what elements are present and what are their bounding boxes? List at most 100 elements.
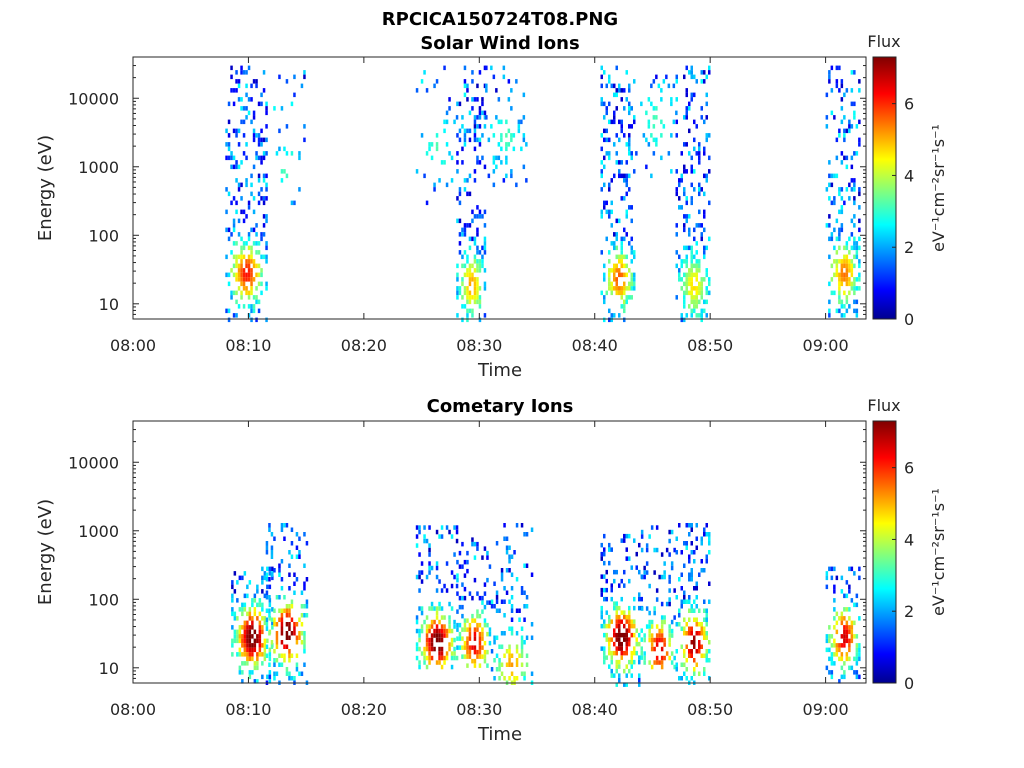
spectrogram-cell xyxy=(283,608,286,613)
spectrogram-cell xyxy=(603,272,606,278)
spectrogram-cell xyxy=(230,268,233,273)
spectrogram-cell xyxy=(605,151,608,156)
spectrogram-cell xyxy=(608,664,611,669)
spectrogram-cell xyxy=(853,286,856,291)
spectrogram-cell xyxy=(275,644,279,649)
spectrogram-cell xyxy=(500,577,504,582)
spectrogram-cell xyxy=(703,568,706,573)
spectrogram-cell xyxy=(448,642,451,647)
spectrogram-cell xyxy=(473,241,477,246)
spectrogram-cell xyxy=(255,155,258,161)
spectrogram-cell xyxy=(241,652,244,657)
spectrogram-cell xyxy=(623,637,626,642)
spectrogram-cell xyxy=(705,617,708,622)
spectrogram-cell xyxy=(610,659,613,665)
spectrogram-cell xyxy=(523,604,526,609)
spectrogram-cell xyxy=(525,142,528,147)
spectrogram-cell xyxy=(268,679,272,684)
spectrogram-cell xyxy=(458,622,462,628)
spectrogram-cell xyxy=(232,88,236,93)
spectrogram-cell xyxy=(708,532,711,537)
spectrogram-cell xyxy=(605,596,608,602)
spectrogram-cell xyxy=(273,622,276,627)
spectrogram-cell xyxy=(843,629,846,635)
spectrogram-cell xyxy=(240,268,243,273)
spectrogram-cell xyxy=(640,646,643,651)
spectrogram-cell xyxy=(628,173,631,179)
spectrogram-cell xyxy=(483,654,487,659)
spectrogram-cell xyxy=(650,664,654,670)
spectrogram-cell xyxy=(481,97,484,102)
spectrogram-cell xyxy=(428,570,431,575)
spectrogram-cell xyxy=(703,308,706,314)
spectrogram-cell xyxy=(615,610,618,615)
spectrogram-cell xyxy=(250,227,253,233)
spectrogram-cell xyxy=(638,542,641,548)
spectrogram-cell xyxy=(850,245,854,251)
spectrogram-cell xyxy=(613,245,616,251)
spectrogram-cell xyxy=(858,277,861,282)
spectrogram-cell xyxy=(268,613,271,618)
spectrogram-cell xyxy=(258,652,262,657)
spectrogram-cell xyxy=(471,97,474,102)
spectrogram-cell xyxy=(850,286,854,291)
spectrogram-cell xyxy=(262,232,266,237)
spectrogram-cell xyxy=(670,561,674,566)
spectrogram-cell xyxy=(848,281,851,287)
spectrogram-cell xyxy=(693,559,696,564)
spectrogram-cell xyxy=(440,606,444,611)
spectrogram-cell xyxy=(615,151,618,156)
spectrogram-cell xyxy=(708,70,711,75)
spectrogram-cell xyxy=(242,277,246,282)
spectrogram-cell xyxy=(498,667,501,672)
spectrogram-cell xyxy=(275,671,279,676)
spectrogram-cell xyxy=(828,299,831,305)
spectrogram-cell xyxy=(473,541,477,547)
spectrogram-cell xyxy=(693,169,696,174)
spectrogram-cell xyxy=(700,187,703,192)
spectrogram-cell xyxy=(483,115,487,120)
spectrogram-cell xyxy=(703,254,706,260)
spectrogram-cell xyxy=(665,547,669,553)
spectrogram-cell xyxy=(830,236,834,242)
spectrogram-cell xyxy=(478,259,482,264)
spectrogram-cell xyxy=(705,532,708,537)
spectrogram-cell xyxy=(483,110,487,116)
spectrogram-cell xyxy=(481,631,484,637)
spectrogram-cell xyxy=(481,555,484,560)
spectrogram-cell xyxy=(295,635,299,640)
spectrogram-cell xyxy=(476,609,479,614)
spectrogram-cell xyxy=(290,554,294,559)
spectrogram-cell xyxy=(268,598,272,603)
spectrogram-cell xyxy=(235,254,238,260)
spectrogram-cell xyxy=(655,655,659,661)
spectrogram-cell xyxy=(633,254,636,260)
spectrogram-cell xyxy=(300,640,304,645)
spectrogram-cell xyxy=(825,92,829,98)
spectrogram-cell xyxy=(435,529,439,535)
spectrogram-cell xyxy=(468,191,472,197)
spectrogram-cell xyxy=(273,617,276,622)
spectrogram-cell xyxy=(623,254,626,260)
spectrogram-cell xyxy=(848,250,851,255)
spectrogram-cell xyxy=(530,527,534,532)
spectrogram-cell xyxy=(688,523,691,528)
spectrogram-cell xyxy=(463,142,467,147)
spectrogram-cell xyxy=(250,250,253,255)
spectrogram-cell xyxy=(461,582,464,587)
spectrogram-cell xyxy=(230,250,233,255)
spectrogram-cell xyxy=(698,290,701,296)
spectrogram-cell xyxy=(252,263,256,269)
spectrogram-cell xyxy=(610,655,613,660)
spectrogram-cell xyxy=(615,106,618,111)
spectrogram-cell xyxy=(678,254,681,260)
spectrogram-cell xyxy=(285,635,289,640)
spectrogram-cell xyxy=(843,313,846,318)
spectrogram-cell xyxy=(260,92,263,98)
spectrogram-cell xyxy=(293,622,296,627)
spectrogram-cell xyxy=(663,570,666,575)
spectrogram-cell xyxy=(640,101,643,107)
spectrogram-cell xyxy=(858,137,861,143)
spectrogram-cell xyxy=(425,628,429,634)
spectrogram-cell xyxy=(640,650,643,656)
